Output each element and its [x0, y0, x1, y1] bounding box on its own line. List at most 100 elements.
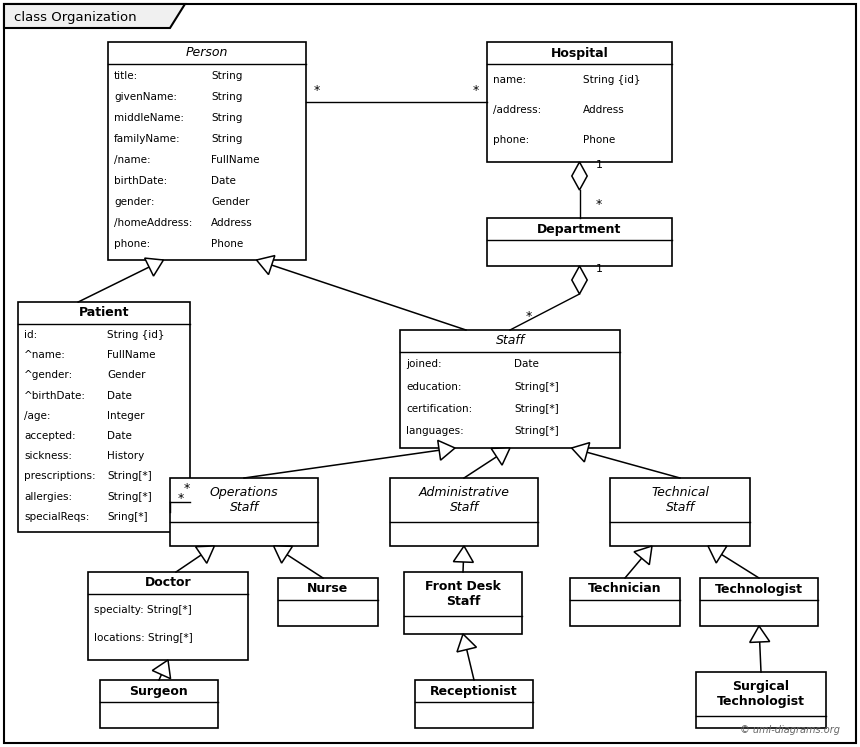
Polygon shape — [273, 546, 292, 563]
Text: *: * — [473, 84, 479, 97]
Polygon shape — [256, 255, 275, 275]
Polygon shape — [572, 443, 590, 462]
Text: Doctor: Doctor — [144, 577, 191, 589]
Text: *: * — [595, 198, 602, 211]
Text: Technologist: Technologist — [715, 583, 803, 595]
Text: languages:: languages: — [406, 427, 464, 436]
Polygon shape — [195, 546, 214, 563]
Text: String[*]: String[*] — [514, 404, 559, 414]
Bar — [108, 42, 306, 260]
Text: Address: Address — [583, 105, 625, 115]
Text: Administrative
Staff: Administrative Staff — [419, 486, 509, 514]
Text: Front Desk
Staff: Front Desk Staff — [425, 580, 501, 608]
Text: *: * — [314, 84, 320, 97]
Polygon shape — [144, 258, 163, 276]
Text: specialty: String[*]: specialty: String[*] — [94, 605, 192, 615]
Text: ^birthDate:: ^birthDate: — [24, 391, 86, 400]
Text: /age:: /age: — [24, 411, 51, 421]
Text: /name:: /name: — [114, 155, 150, 165]
Text: ^gender:: ^gender: — [24, 371, 73, 380]
Bar — [487, 218, 672, 266]
Text: Nurse: Nurse — [307, 583, 348, 595]
Text: Receptionist: Receptionist — [430, 684, 518, 698]
Bar — [170, 478, 318, 546]
Text: ^name:: ^name: — [24, 350, 66, 360]
Text: Patient: Patient — [79, 306, 129, 320]
Text: /homeAddress:: /homeAddress: — [114, 218, 193, 228]
Text: *: * — [184, 482, 190, 495]
Text: familyName:: familyName: — [114, 134, 181, 144]
Polygon shape — [572, 162, 587, 190]
Text: locations: String[*]: locations: String[*] — [94, 633, 193, 643]
Text: Hospital: Hospital — [550, 46, 608, 60]
Text: education:: education: — [406, 382, 462, 391]
Text: *: * — [178, 492, 184, 505]
Text: 1: 1 — [595, 264, 603, 274]
Text: String[*]: String[*] — [514, 382, 559, 391]
Text: String: String — [211, 92, 243, 102]
Text: String {id}: String {id} — [583, 75, 641, 85]
Bar — [696, 672, 826, 728]
Text: Department: Department — [538, 223, 622, 235]
Text: phone:: phone: — [493, 134, 529, 145]
Bar — [487, 42, 672, 162]
Text: Surgeon: Surgeon — [130, 684, 188, 698]
Text: accepted:: accepted: — [24, 431, 76, 441]
Text: Gender: Gender — [108, 371, 146, 380]
Polygon shape — [750, 626, 770, 642]
Text: birthDate:: birthDate: — [114, 176, 167, 186]
Text: String[*]: String[*] — [108, 471, 152, 482]
Text: /address:: /address: — [493, 105, 541, 115]
Polygon shape — [4, 4, 185, 28]
Text: 1: 1 — [595, 160, 603, 170]
Text: givenName:: givenName: — [114, 92, 177, 102]
Text: Date: Date — [514, 359, 539, 369]
Text: Technical
Staff: Technical Staff — [651, 486, 709, 514]
Text: Address: Address — [211, 218, 253, 228]
Bar — [18, 302, 190, 532]
Bar — [100, 680, 218, 728]
Bar — [278, 578, 378, 626]
Polygon shape — [491, 448, 510, 465]
Text: id:: id: — [24, 330, 37, 340]
Text: Phone: Phone — [211, 239, 243, 249]
Text: String: String — [211, 113, 243, 123]
Bar — [404, 572, 522, 634]
Text: Sring[*]: Sring[*] — [108, 512, 148, 522]
Text: allergies:: allergies: — [24, 492, 72, 502]
Text: prescriptions:: prescriptions: — [24, 471, 95, 482]
Text: String[*]: String[*] — [514, 427, 559, 436]
Text: gender:: gender: — [114, 197, 155, 207]
Text: © uml-diagrams.org: © uml-diagrams.org — [740, 725, 840, 735]
Polygon shape — [457, 634, 476, 652]
Text: Integer: Integer — [108, 411, 145, 421]
Bar — [400, 330, 620, 448]
Text: Phone: Phone — [583, 134, 616, 145]
Text: *: * — [526, 310, 532, 323]
Text: middleName:: middleName: — [114, 113, 184, 123]
Text: String {id}: String {id} — [108, 330, 165, 340]
Text: Surgical
Technologist: Surgical Technologist — [717, 680, 805, 708]
Text: Date: Date — [211, 176, 236, 186]
Text: String: String — [211, 134, 243, 144]
Text: FullName: FullName — [108, 350, 156, 360]
Text: Person: Person — [186, 46, 228, 60]
Text: History: History — [108, 451, 144, 461]
Text: sickness:: sickness: — [24, 451, 72, 461]
Text: String: String — [211, 70, 243, 81]
Polygon shape — [152, 660, 170, 679]
Text: Date: Date — [108, 391, 132, 400]
Bar — [610, 478, 750, 546]
Text: Date: Date — [108, 431, 132, 441]
Bar — [415, 680, 533, 728]
Text: name:: name: — [493, 75, 526, 85]
Text: phone:: phone: — [114, 239, 150, 249]
Bar — [700, 578, 818, 626]
Text: specialReqs:: specialReqs: — [24, 512, 89, 522]
Text: Staff: Staff — [495, 335, 525, 347]
Polygon shape — [438, 440, 455, 460]
Polygon shape — [572, 266, 587, 294]
Bar — [390, 478, 538, 546]
Polygon shape — [708, 546, 727, 563]
Text: Operations
Staff: Operations Staff — [210, 486, 279, 514]
